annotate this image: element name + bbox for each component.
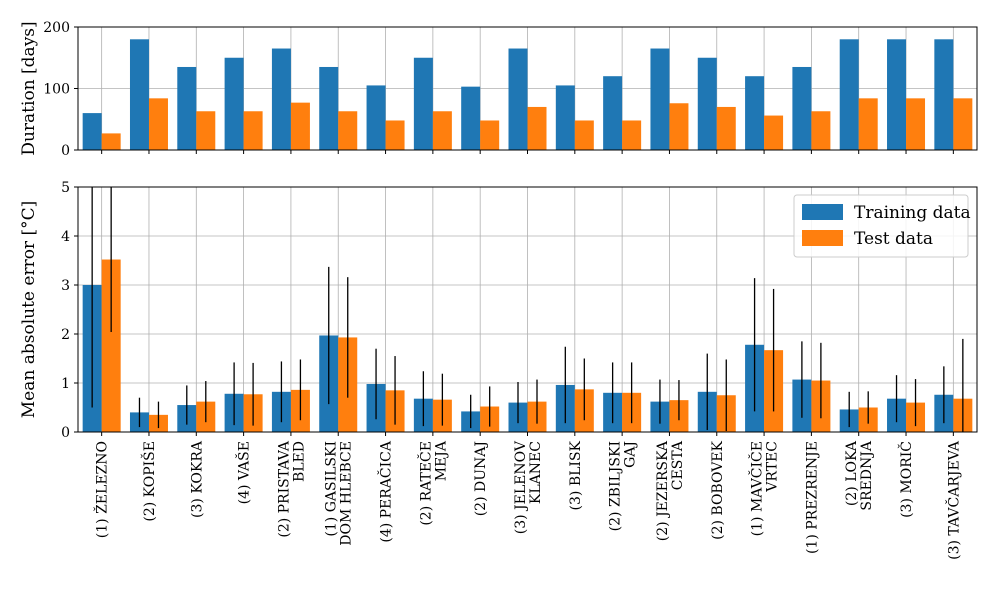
xtick-label-4-0: (2) PRISTAVA [276,440,292,538]
p0-bar-train-10 [555,85,575,150]
xtick-label-10-0: (3) BLISK [568,440,584,510]
xtick-label-4-1: BLED [291,441,307,482]
p0-bar-train-11 [603,76,623,150]
p0-bar-test-11 [622,120,642,150]
p0-bar-train-7 [413,57,433,150]
p0-bar-test-13 [716,106,736,150]
p1-ylabel: Mean absolute error [°C] [19,201,39,418]
p0-bar-test-5 [338,111,358,150]
p0-bar-train-2 [177,66,197,150]
p0-bar-train-12 [650,48,670,150]
p0-bar-test-7 [432,111,452,150]
p0-bar-train-4 [271,48,291,150]
p0-bar-train-18 [934,39,954,150]
p1-ytick-label-5: 5 [61,180,70,196]
xtick-label-12-1: CESTA [670,440,686,490]
legend-swatch-test [802,230,843,246]
xtick-label-5-0: (1) GASILSKI [324,441,340,537]
p0-bar-train-6 [366,85,386,150]
p0-ytick-label-1: 100 [43,82,70,98]
p0-bar-train-15 [792,66,812,150]
p1-ytick-label-2: 2 [61,327,70,343]
p0-bar-test-14 [764,115,784,150]
xtick-label-6-0: (4) PERAČICA [377,440,395,543]
p0-bar-train-17 [887,39,907,150]
xtick-label-7-0: (2) RATEČE [416,441,434,526]
xtick-label-12-0: (2) JEZERSKA [655,440,671,541]
p0-bar-test-9 [527,106,547,150]
xtick-label-14-0: (1) MAVČIČE [748,441,766,536]
xtick-label-17-0: (3) MORIČ [897,441,915,518]
p0-bar-test-18 [953,98,973,150]
p0-bar-test-10 [574,120,594,150]
xtick-label-16-1: SREDNJA [859,440,875,510]
xtick-label-13-0: (2) BOBOVEK [710,440,726,539]
p1-ytick-label-1: 1 [61,376,70,392]
p0-bar-test-3 [243,111,263,150]
legend-label-train: Training data [854,203,971,223]
xtick-label-14-1: VRTEC [765,441,781,493]
p0-ytick-label-2: 200 [43,20,70,36]
p1-ytick-label-3: 3 [61,278,70,294]
p1-bar-test-0 [101,259,121,432]
p1-ytick-label-4: 4 [61,229,70,245]
p0-bar-train-5 [319,66,339,150]
p0-bar-train-16 [839,39,859,150]
xtick-label-16-0: (2) LOKA [844,440,860,506]
p0-bar-test-12 [669,103,689,150]
xtick-label-11-0: (2) ZBILJSKI [608,441,624,531]
xtick-label-15-0: (1) PREZRENJE [804,441,820,554]
p0-bar-train-0 [82,113,102,150]
p0-bar-train-14 [745,76,765,150]
legend-label-test: Test data [854,229,933,249]
p1-ytick-label-0: 0 [61,425,70,441]
xtick-label-7-1: MEJA [433,440,449,481]
p0-bar-test-4 [290,102,310,150]
p0-bar-test-2 [196,111,216,150]
xtick-label-1-0: (2) KOPIŠE [140,441,158,522]
xtick-label-18-0: (3) TAVČARJEVA [944,440,962,560]
p0-bar-train-1 [129,39,149,150]
xtick-label-0-0: (1) ŽELEZNO [93,441,111,538]
legend-swatch-train [802,204,843,220]
p0-ylabel: Duration [days] [19,21,39,155]
p0-bar-test-16 [858,98,878,150]
p0-bar-test-8 [480,120,500,150]
xtick-label-3-0: (4) VAŠE [235,441,253,504]
p0-bar-test-17 [906,98,926,150]
xtick-label-11-1: GAJ [623,441,639,468]
p0-bar-train-13 [697,57,717,150]
p0-bar-train-9 [508,48,528,150]
p0-bar-test-1 [148,98,168,150]
xtick-label-8-0: (2) DUNAJ [473,441,489,516]
p0-bar-test-6 [385,120,405,150]
p0-bar-train-3 [224,57,244,150]
p0-ytick-label-0: 0 [61,143,70,159]
xtick-label-5-1: DOM HLEBCE [339,441,355,546]
p0-bar-test-0 [101,133,121,150]
p0-bar-train-8 [461,86,481,150]
xtick-label-2-0: (3) KOKRA [189,440,205,518]
p0-bar-test-15 [811,111,831,150]
xtick-label-9-0: (3) JELENOV [513,440,529,534]
xtick-label-9-1: KLANEC [528,441,544,504]
